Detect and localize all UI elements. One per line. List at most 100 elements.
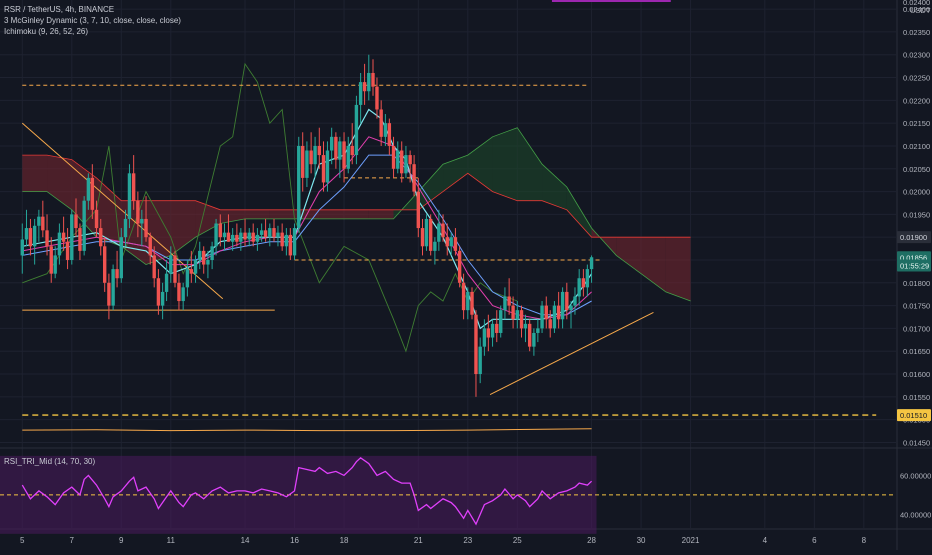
time-axis-tick-label: 14 <box>241 536 250 545</box>
candle-body <box>515 310 520 320</box>
candle-body <box>416 191 420 229</box>
rsi-axis-tick-label: 40.00000 <box>900 510 931 519</box>
candle-body <box>507 296 511 306</box>
candle-body <box>581 278 586 288</box>
candle-body <box>334 136 338 160</box>
price-axis-tick-label: 0.02200 <box>903 96 930 105</box>
candle-body <box>342 141 346 169</box>
candle-body <box>461 282 466 311</box>
price-axis-tick-label: 0.02000 <box>903 188 930 197</box>
candle-body <box>585 269 590 288</box>
candle-body <box>235 234 239 242</box>
symbol-title[interactable]: RSR / TetherUS, 4h, BINANCE <box>4 5 115 14</box>
rsi-axis-tick-label: 60.00000 <box>900 471 931 480</box>
candle-body <box>420 228 425 247</box>
candle-body <box>127 173 132 219</box>
rsi-line <box>21 456 593 526</box>
candle-body <box>321 155 326 183</box>
indicator-rsi-label[interactable]: RSI_TRI_Mid (14, 70, 30) <box>4 457 96 466</box>
candle-body <box>32 225 37 247</box>
candle-body <box>45 230 49 247</box>
candle-body <box>383 123 388 137</box>
candle-body <box>428 218 433 251</box>
candle-body <box>523 323 528 329</box>
candle-body <box>391 145 396 169</box>
candle-body <box>263 230 268 238</box>
price-axis-tick-label: 0.01800 <box>903 279 930 288</box>
candle-body <box>552 305 557 329</box>
candle-body <box>70 214 74 260</box>
candle-body <box>569 305 573 311</box>
price-badge-box <box>897 409 931 422</box>
time-axis-tick-label: 8 <box>862 536 867 545</box>
time-axis-tick-label: 5 <box>20 536 25 545</box>
cloud-segment <box>344 209 369 219</box>
candle-body <box>140 218 144 224</box>
price-axis-tick-label: 0.02350 <box>903 28 930 37</box>
candle-body <box>181 287 185 302</box>
price-axis-top-label: 0.02400 <box>903 0 930 7</box>
price-badge-box <box>897 231 931 244</box>
candle-body <box>78 228 82 251</box>
candle-body <box>152 255 156 279</box>
candle-body <box>548 319 552 329</box>
candle-body <box>102 246 107 283</box>
candle-body <box>94 209 99 229</box>
candle-body <box>280 232 284 247</box>
candle-body <box>379 109 383 137</box>
candle-body <box>350 145 354 156</box>
time-axis-tick-label: 21 <box>414 536 423 545</box>
candle-body <box>284 234 289 247</box>
mcginley-dynamic-10-line <box>22 154 592 316</box>
time-axis-tick-label: 16 <box>290 536 299 545</box>
candle-body <box>41 216 45 231</box>
time-axis-tick-label: 9 <box>119 536 124 545</box>
cloud-segment <box>269 209 295 219</box>
price-axis-tick-label: 0.01650 <box>903 347 930 356</box>
indicator-ichimoku-label[interactable]: Ichimoku (9, 26, 52, 26) <box>4 27 89 36</box>
cloud-segment <box>121 200 147 265</box>
candle-body <box>57 232 62 256</box>
candle-body <box>148 237 152 256</box>
candle-body <box>156 278 161 306</box>
candle-body <box>243 232 247 240</box>
time-axis-tick-label: 2021 <box>682 536 700 545</box>
price-axis-tick-label: 0.02150 <box>903 119 930 128</box>
cloud-segment <box>170 200 196 256</box>
candle-body <box>433 241 437 251</box>
candle-body <box>297 145 301 229</box>
candle-body <box>193 259 198 274</box>
candle-body <box>482 328 487 347</box>
candle-body <box>540 305 544 329</box>
candle-body <box>527 323 532 347</box>
price-axis-tick-label: 0.01700 <box>903 324 930 333</box>
candle-body <box>441 223 445 238</box>
candle-body <box>198 250 202 260</box>
candle-body <box>362 82 367 92</box>
candle-body <box>276 232 280 238</box>
cloud-segment <box>616 237 642 274</box>
price-axis-tick-label: 0.01550 <box>903 393 930 402</box>
candle-body <box>123 218 128 238</box>
candle-body <box>230 234 235 242</box>
candle-body <box>354 104 359 156</box>
candle-body <box>532 332 536 347</box>
candle-body <box>474 314 478 375</box>
time-axis-tick-label: 25 <box>513 536 522 545</box>
candle-body <box>573 296 577 306</box>
top-range-marker <box>551 0 671 2</box>
cloud-segment <box>443 155 468 192</box>
cloud-segment <box>96 177 122 247</box>
candle-body <box>449 237 453 247</box>
candle-body <box>111 269 115 306</box>
candle-body <box>20 239 24 256</box>
price-badge-label: 0.01510 <box>900 411 927 420</box>
candle-body <box>107 282 111 306</box>
candle-body <box>164 273 169 292</box>
cloud-segment <box>418 164 444 210</box>
candle-body <box>251 232 255 242</box>
time-axis-tick-label: 11 <box>167 536 176 545</box>
indicator-mcginley-label[interactable]: 3 McGinley Dynamic (3, 7, 10, close, clo… <box>4 16 181 25</box>
